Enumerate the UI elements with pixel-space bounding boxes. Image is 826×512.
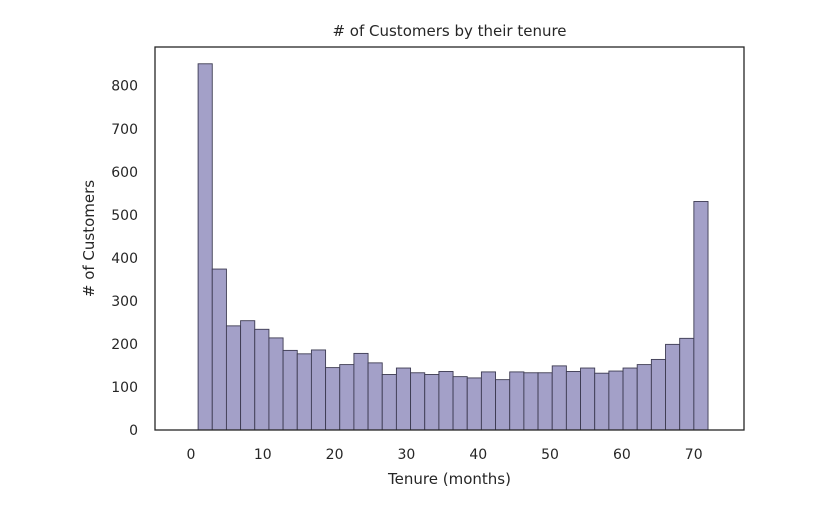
- y-tick-label: 100: [111, 380, 138, 396]
- histogram-bar: [410, 372, 426, 431]
- y-tick-label: 600: [111, 165, 138, 181]
- histogram-bar: [551, 365, 567, 431]
- histogram-bar: [665, 343, 681, 431]
- histogram-bar: [580, 367, 596, 431]
- histogram-bar: [353, 352, 369, 431]
- histogram-bar: [480, 371, 497, 431]
- histogram-bar: [594, 372, 610, 431]
- histogram-bar: [310, 349, 327, 431]
- y-tick-label: 0: [129, 423, 138, 439]
- histogram-bar: [325, 367, 341, 431]
- histogram-bar: [339, 364, 355, 431]
- plot-frame: [154, 46, 745, 431]
- y-axis-ticks: 0 100 200 300 400 500 600 700 800: [111, 79, 138, 439]
- histogram-bar: [679, 337, 695, 431]
- x-tick-label: 0: [186, 447, 195, 463]
- histogram-bar: [424, 374, 440, 431]
- y-tick-label: 800: [111, 79, 138, 95]
- histogram-bar: [381, 374, 397, 431]
- y-tick-label: 200: [111, 337, 138, 353]
- histogram-bar: [537, 372, 553, 431]
- histogram-bar: [282, 349, 298, 431]
- histogram-bar: [254, 328, 270, 431]
- x-tick-label: 30: [397, 447, 415, 463]
- histogram-bar: [211, 268, 227, 431]
- bars-group: [197, 63, 709, 431]
- histogram-bar: [495, 379, 511, 431]
- histogram-bar: [565, 371, 581, 431]
- x-tick-label: 10: [254, 447, 272, 463]
- y-tick-label: 300: [111, 294, 138, 310]
- histogram-bar: [693, 201, 709, 431]
- histogram-bar: [268, 337, 284, 431]
- histogram-bar: [438, 371, 454, 431]
- histogram-bar: [367, 362, 383, 431]
- x-tick-label: 60: [613, 447, 631, 463]
- y-tick-label: 500: [111, 208, 138, 224]
- histogram-bar: [296, 353, 312, 431]
- histogram-bar: [636, 364, 652, 431]
- x-axis-ticks: 0 10 20 30 40 50 60 70: [186, 447, 702, 463]
- histogram-bar: [452, 376, 468, 431]
- histogram-bar: [197, 63, 213, 431]
- histogram-bar: [240, 320, 256, 431]
- histogram-bar: [395, 367, 412, 431]
- chart-title: # of Customers by their tenure: [332, 22, 566, 40]
- x-axis-label: Tenure (months): [387, 470, 511, 488]
- y-axis-label: # of Customers: [80, 180, 98, 297]
- histogram-bar: [608, 370, 624, 431]
- histogram-bar: [622, 367, 638, 431]
- histogram-bar: [509, 371, 525, 431]
- histogram-bar: [225, 325, 242, 431]
- y-tick-label: 400: [111, 251, 138, 267]
- x-tick-label: 40: [469, 447, 487, 463]
- histogram-bar: [466, 377, 482, 431]
- x-tick-label: 70: [685, 447, 703, 463]
- histogram-bar: [650, 358, 666, 431]
- x-tick-label: 20: [326, 447, 344, 463]
- x-tick-label: 50: [541, 447, 559, 463]
- histogram-bar: [523, 372, 539, 431]
- y-tick-label: 700: [111, 122, 138, 138]
